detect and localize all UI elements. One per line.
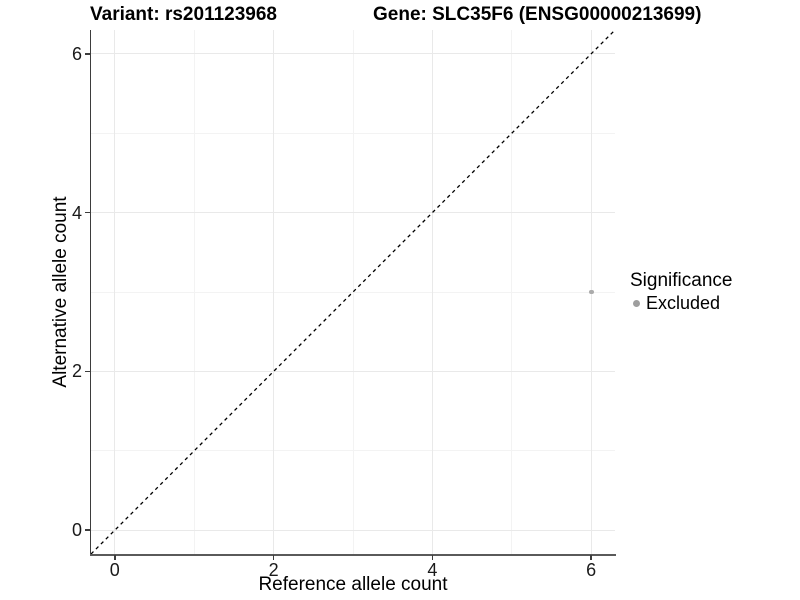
x-tick-label: 0 [109,560,120,580]
y-axis: 0 2 4 6 [0,30,91,554]
y-tick-mark [85,53,90,55]
x-axis-title: Reference allele count [258,574,448,595]
gridline-major-horizontal [91,212,615,214]
legend-key-dot-icon [633,300,640,307]
y-tick-label: 6 [71,43,82,64]
y-tick-mark [85,211,90,214]
x-tick-label: 2 [268,560,279,580]
data-point [588,289,594,295]
legend: Significance Excluded [630,270,732,314]
x-tick-label: 4 [427,560,438,580]
gridline-major-horizontal [91,53,615,55]
plot-panel [91,30,615,554]
identity-line [91,30,615,554]
gridline-minor-vertical [352,30,354,554]
x-tick-mark [431,555,434,560]
y-tick-label: 2 [71,361,82,382]
gridline-minor-vertical [511,30,513,554]
x-axis: 0 2 4 6 [91,555,615,595]
x-tick-mark [590,555,592,560]
gridline-major-horizontal [91,370,615,372]
y-tick-label: 0 [71,520,82,541]
gridline-major-horizontal [91,529,615,531]
x-tick-label: 6 [586,560,597,580]
plot-title-variant: Variant: rs201123968 [90,4,277,25]
y-axis-line [89,30,91,556]
y-tick-mark [85,529,90,531]
gridline-major-vertical [431,30,433,554]
x-axis-line [89,553,616,556]
legend-entry: Excluded [633,293,732,314]
gridline-major-vertical [273,30,275,554]
y-axis-title: Alternative allele count [50,196,71,388]
legend-title: Significance [630,270,733,291]
x-tick-mark [114,555,116,560]
x-tick-mark [272,555,275,560]
gridline-major-vertical [114,30,116,554]
y-tick-mark [85,370,90,373]
gridline-minor-vertical [193,30,195,554]
legend-entry-label: Excluded [646,293,721,313]
y-tick-label: 4 [71,202,82,223]
plot-title-gene: Gene: SLC35F6 (ENSG00000213699) [373,4,702,25]
